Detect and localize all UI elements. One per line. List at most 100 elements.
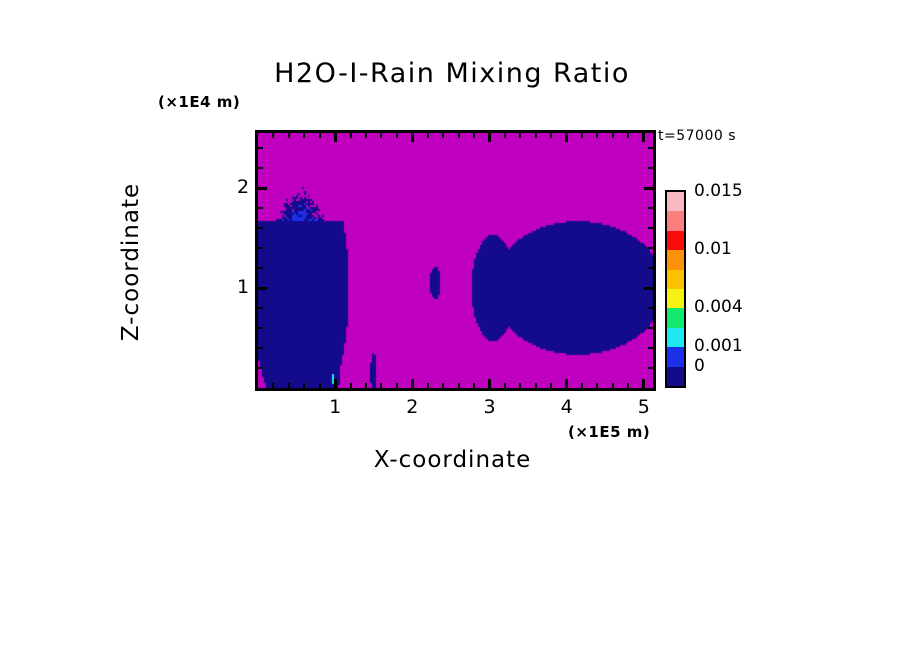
y-tick-label: 1	[237, 276, 250, 298]
x-tick	[487, 379, 491, 388]
y-tick-right	[644, 286, 653, 290]
y-tick-right	[648, 147, 653, 149]
x-tick	[519, 383, 522, 388]
x-tick-top	[380, 133, 383, 138]
x-tick	[550, 383, 553, 388]
x-tick-top	[611, 133, 614, 138]
page-title: H2O-I-Rain Mixing Ratio	[274, 58, 630, 89]
y-tick	[258, 147, 263, 149]
x-tick-label: 3	[483, 396, 496, 418]
x-tick-top	[318, 133, 321, 138]
x-tick	[380, 383, 383, 388]
plot-area	[255, 130, 656, 391]
x-tick-top	[349, 133, 352, 138]
x-tick	[457, 383, 460, 388]
y-tick	[258, 207, 263, 209]
x-tick-label: 2	[406, 396, 419, 418]
x-axis-title: X-coordinate	[373, 447, 532, 473]
x-tick	[395, 383, 398, 388]
colorbar-band	[667, 269, 684, 289]
x-tick	[581, 383, 584, 388]
rain-mixing-ratio-field	[258, 133, 653, 388]
x-tick	[642, 379, 646, 388]
colorbar-tick-label: 0.001	[694, 336, 743, 357]
x-tick	[333, 379, 337, 388]
y-tick-right	[648, 347, 653, 349]
y-tick-right	[648, 167, 653, 169]
x-tick-top	[457, 133, 460, 138]
x-tick	[596, 383, 599, 388]
x-tick-top	[581, 133, 584, 138]
x-tick	[349, 383, 352, 388]
x-axis-units-label: (×1E5 m)	[568, 423, 651, 441]
x-tick-top	[395, 133, 398, 138]
colorbar-band	[667, 288, 684, 309]
x-tick-top	[642, 133, 646, 142]
y-tick-right	[648, 227, 653, 229]
x-tick-top	[487, 133, 491, 142]
y-axis-title: Z-coordinate	[118, 182, 144, 342]
x-tick	[627, 383, 630, 388]
time-annotation: t=57000 s	[658, 128, 736, 144]
colorbar-band	[667, 308, 684, 328]
x-tick	[503, 383, 506, 388]
x-tick-top	[596, 133, 599, 138]
y-tick-right	[648, 327, 653, 329]
x-tick-top	[303, 133, 306, 138]
x-tick-top	[333, 133, 337, 142]
y-tick-right	[644, 186, 653, 190]
x-tick-top	[550, 133, 553, 138]
y-tick-right	[648, 307, 653, 309]
x-tick	[303, 383, 306, 388]
y-tick-right	[648, 207, 653, 209]
x-tick-top	[365, 133, 367, 138]
y-tick-right	[648, 367, 653, 369]
x-tick-top	[627, 133, 630, 138]
colorbar-band	[667, 230, 684, 251]
x-tick-label: 4	[560, 396, 573, 418]
x-tick	[611, 383, 614, 388]
x-tick	[410, 379, 414, 388]
x-tick-top	[565, 133, 569, 142]
x-tick-top	[473, 133, 476, 138]
x-tick-top	[410, 133, 414, 142]
y-tick	[258, 307, 263, 309]
x-tick-label: 1	[329, 396, 342, 418]
y-tick	[258, 186, 267, 190]
colorbar-tick-label: 0.004	[694, 297, 743, 318]
colorbar	[665, 190, 686, 388]
y-tick	[258, 347, 263, 349]
y-axis-units-label: (×1E4 m)	[158, 93, 241, 111]
y-tick	[258, 227, 263, 229]
y-tick	[258, 286, 267, 290]
x-tick-top	[272, 133, 275, 138]
y-tick	[258, 367, 263, 369]
y-tick	[258, 167, 263, 169]
x-tick	[287, 383, 290, 388]
x-tick-top	[426, 133, 429, 138]
colorbar-tick-label: 0.015	[694, 181, 743, 201]
x-tick	[534, 383, 537, 388]
x-tick-top	[519, 133, 522, 138]
colorbar-band	[667, 211, 684, 231]
x-tick	[565, 379, 569, 388]
y-tick-label: 2	[237, 176, 250, 198]
y-tick-right	[648, 267, 653, 269]
y-tick	[258, 247, 263, 249]
colorbar-band	[667, 347, 684, 367]
x-tick-top	[442, 133, 445, 138]
colorbar-band	[667, 192, 684, 212]
colorbar-band	[667, 366, 684, 386]
colorbar-tick-label: 0.01	[694, 239, 732, 260]
x-tick-top	[287, 133, 290, 138]
colorbar-band	[667, 327, 684, 348]
y-tick	[258, 327, 263, 329]
x-tick-top	[534, 133, 537, 138]
x-tick-top	[503, 133, 506, 138]
y-tick	[258, 267, 263, 269]
x-tick	[442, 383, 445, 388]
x-tick-label: 5	[637, 396, 650, 418]
x-tick	[426, 383, 429, 388]
x-tick	[473, 383, 476, 388]
